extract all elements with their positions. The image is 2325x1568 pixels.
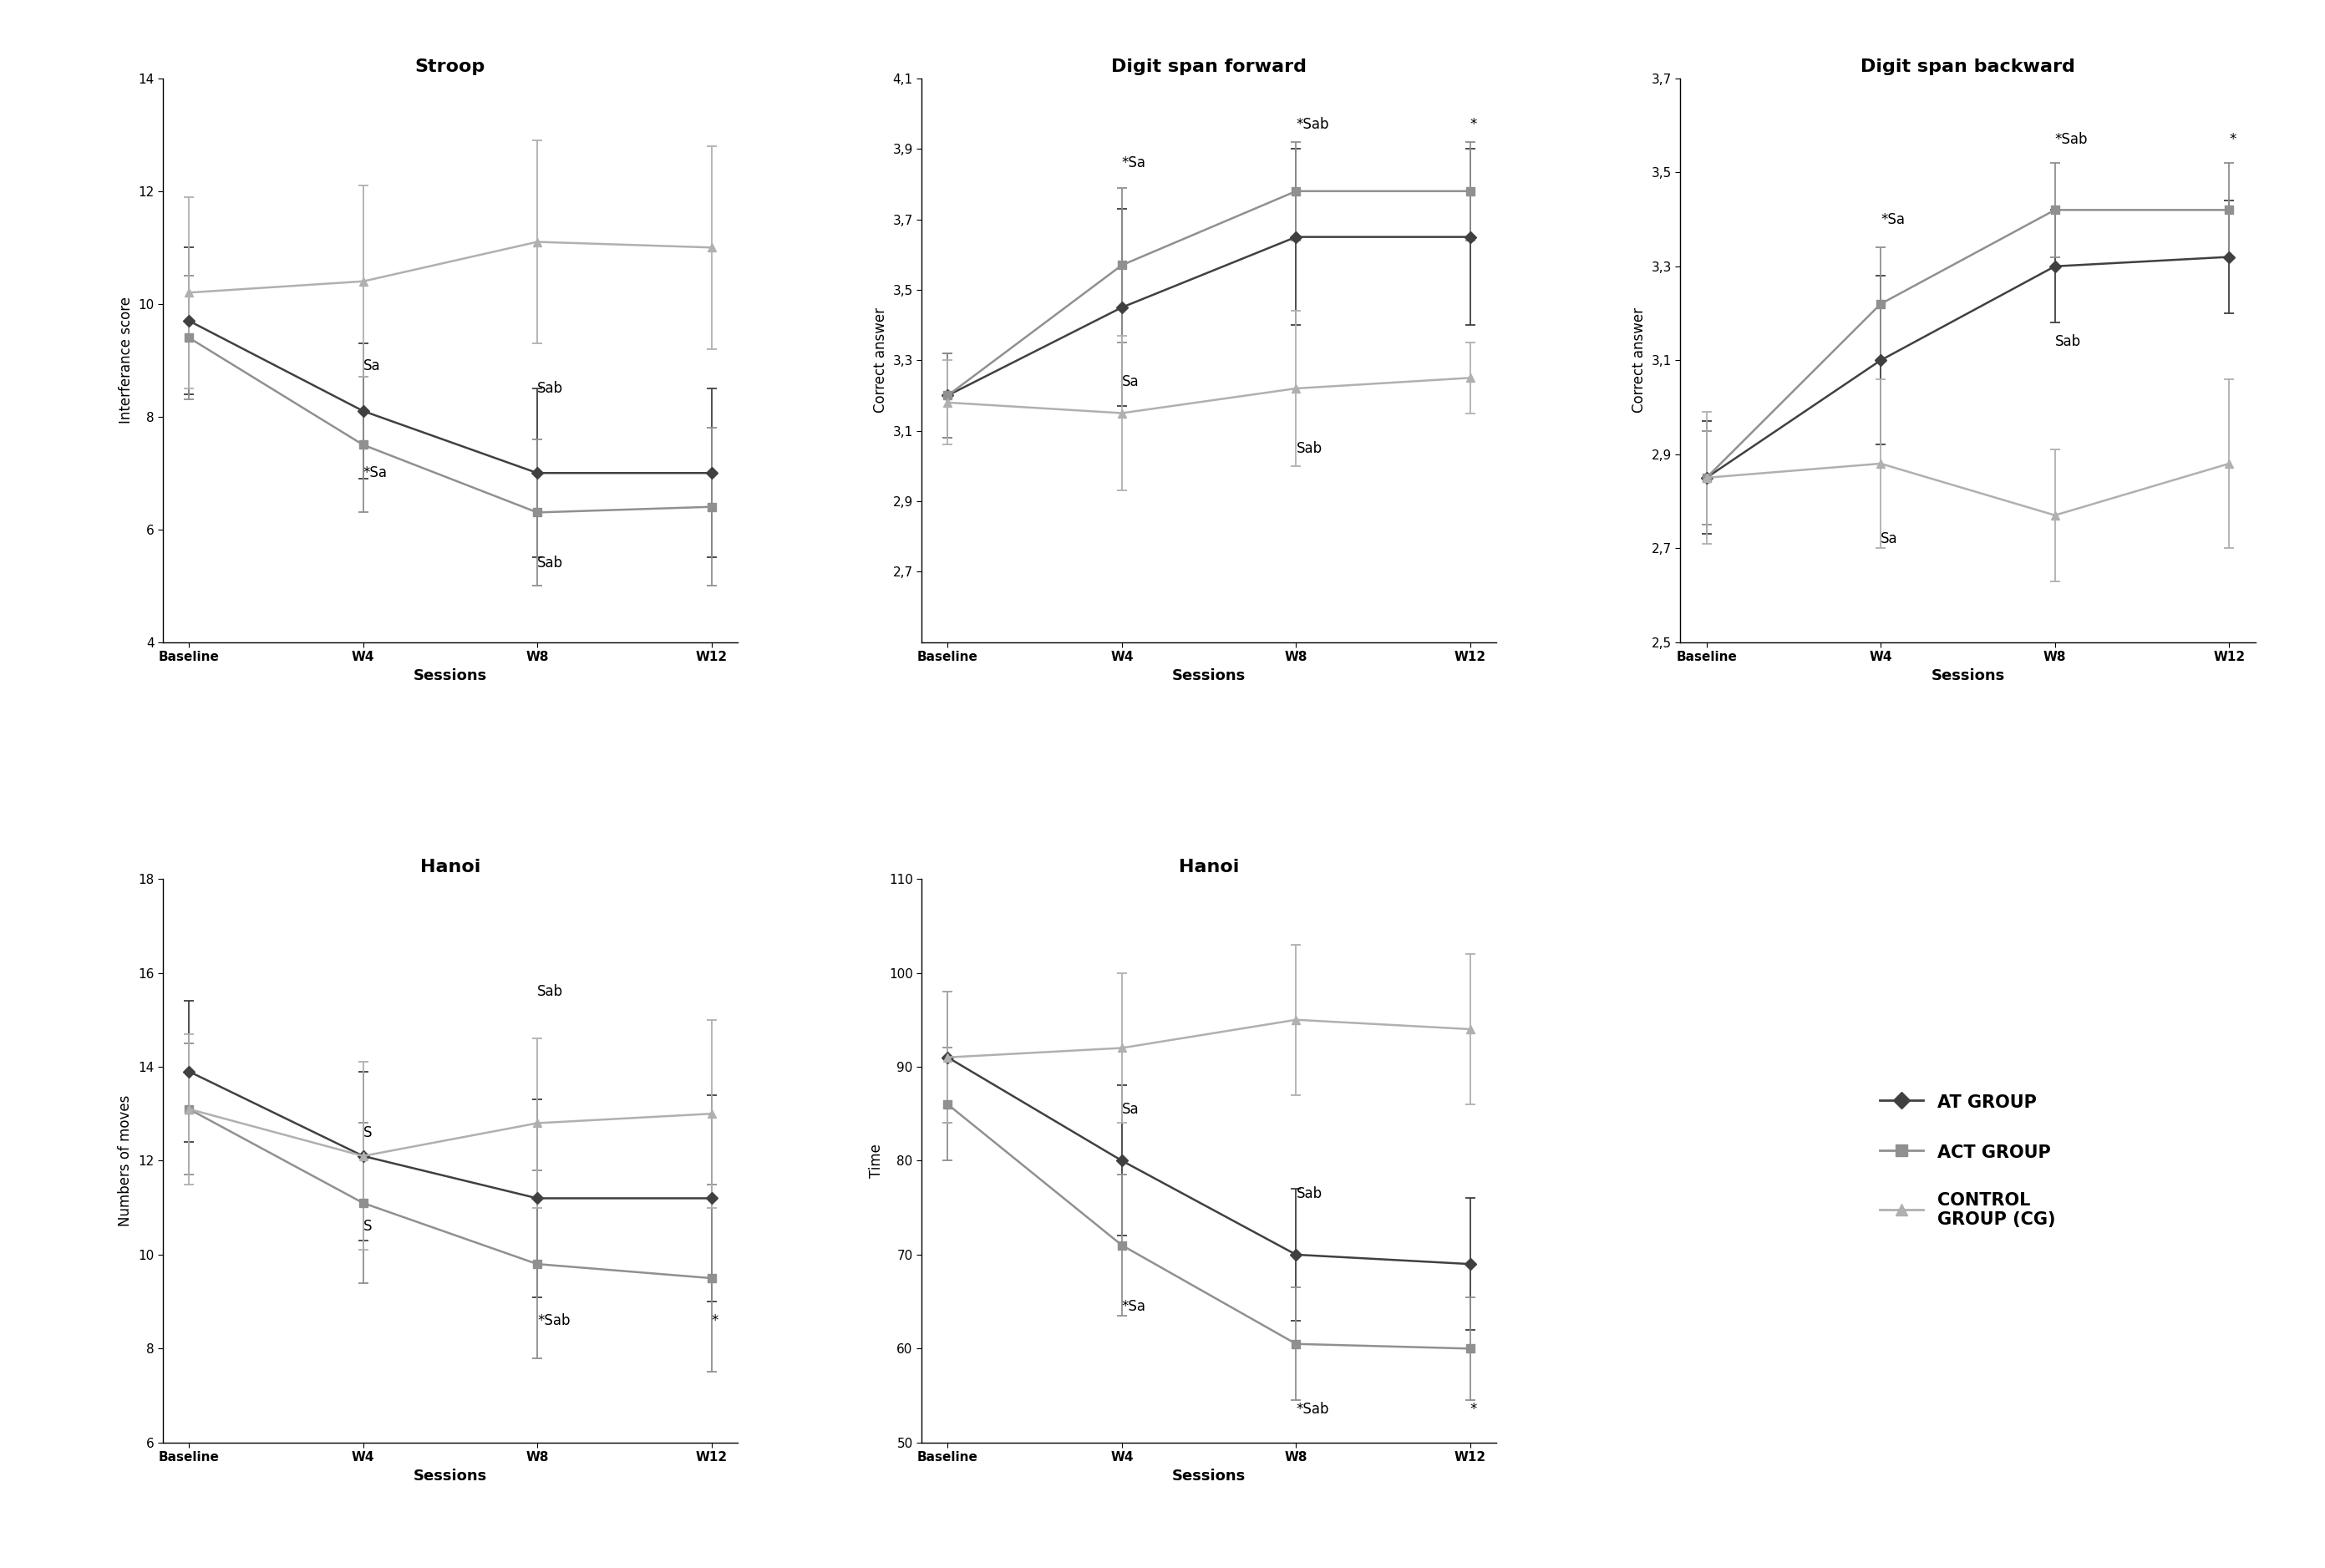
Text: *: * xyxy=(1469,116,1476,132)
X-axis label: Sessions: Sessions xyxy=(414,1469,486,1483)
Text: Sa: Sa xyxy=(363,359,381,373)
Text: Sab: Sab xyxy=(1295,1185,1323,1201)
Text: Sa: Sa xyxy=(1123,1101,1139,1116)
Text: *: * xyxy=(1469,1402,1476,1417)
Text: *: * xyxy=(711,1312,718,1328)
Text: *Sab: *Sab xyxy=(1295,116,1330,132)
Text: S: S xyxy=(363,1218,372,1234)
Y-axis label: Correct answer: Correct answer xyxy=(1632,307,1646,412)
Title: Stroop: Stroop xyxy=(414,58,486,75)
Text: *Sa: *Sa xyxy=(1123,1298,1146,1314)
Text: Sab: Sab xyxy=(2055,334,2081,350)
Text: Sab: Sab xyxy=(1295,441,1323,456)
Text: *: * xyxy=(2230,132,2237,147)
Text: *Sab: *Sab xyxy=(2055,132,2088,147)
Text: Sab: Sab xyxy=(537,555,563,571)
Title: Hanoi: Hanoi xyxy=(1179,859,1239,875)
Text: S: S xyxy=(363,1124,372,1140)
X-axis label: Sessions: Sessions xyxy=(1932,668,2004,684)
Y-axis label: Correct answer: Correct answer xyxy=(872,307,888,412)
X-axis label: Sessions: Sessions xyxy=(414,668,486,684)
Y-axis label: Time: Time xyxy=(870,1143,884,1178)
Title: Digit span forward: Digit span forward xyxy=(1111,58,1307,75)
Legend: AT GROUP, ACT GROUP, CONTROL
GROUP (CG): AT GROUP, ACT GROUP, CONTROL GROUP (CG) xyxy=(1862,1076,2074,1245)
Title: Digit span backward: Digit span backward xyxy=(1860,58,2076,75)
Y-axis label: Numbers of moves: Numbers of moves xyxy=(119,1094,133,1226)
Text: *Sab: *Sab xyxy=(537,1312,570,1328)
Text: Sab: Sab xyxy=(537,381,563,397)
Text: Sa: Sa xyxy=(1881,532,1897,546)
Text: *Sab: *Sab xyxy=(1295,1402,1330,1417)
Title: Hanoi: Hanoi xyxy=(421,859,481,875)
X-axis label: Sessions: Sessions xyxy=(1172,1469,1246,1483)
Y-axis label: Interferance score: Interferance score xyxy=(119,296,133,423)
Text: *Sa: *Sa xyxy=(1881,212,1904,227)
Text: *Sa: *Sa xyxy=(1123,155,1146,171)
Text: Sa: Sa xyxy=(1123,373,1139,389)
Text: *Sa: *Sa xyxy=(363,466,388,480)
X-axis label: Sessions: Sessions xyxy=(1172,668,1246,684)
Text: Sab: Sab xyxy=(537,985,563,999)
